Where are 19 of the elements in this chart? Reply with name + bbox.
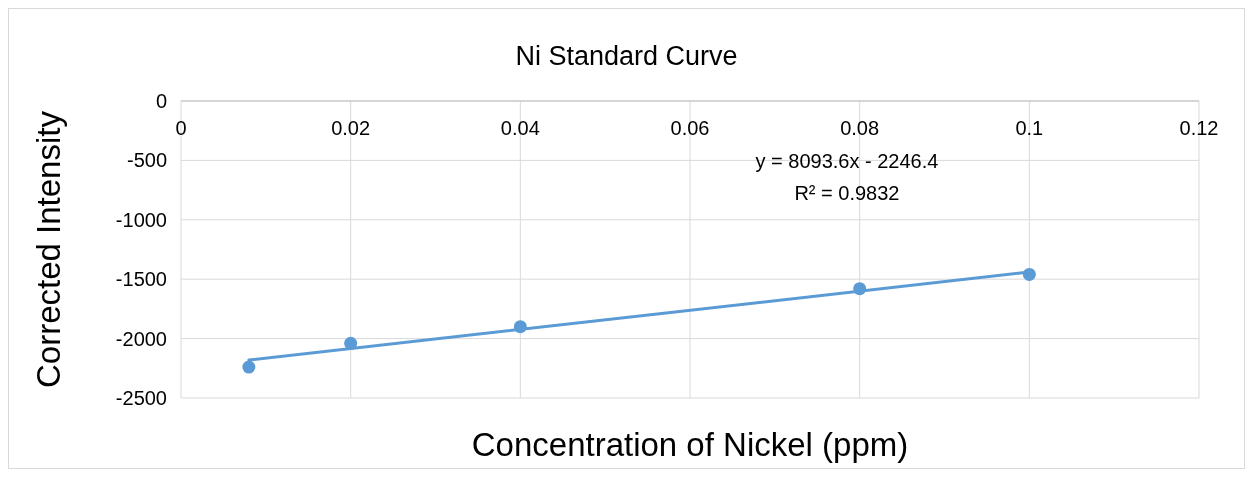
x-tick-label: 0.06 (670, 117, 710, 139)
y-tick-label: -500 (126, 149, 167, 172)
x-tick-label: 0.1 (1015, 117, 1044, 139)
chart-title: Ni Standard Curve (515, 41, 738, 71)
point (242, 360, 256, 374)
x-tick-label: 0.08 (840, 117, 880, 139)
annotation: y = 8093.6x - 2246.4 (755, 149, 939, 172)
y-tick-label: 0 (155, 90, 167, 112)
x-tick-label: 0.12 (1179, 117, 1219, 139)
annotation: R² = 0.9832 (794, 181, 900, 204)
y-tick-label: -1000 (115, 208, 167, 231)
y-tick-label: -1500 (115, 268, 167, 291)
x-tick-label: 0 (175, 117, 187, 139)
y-tick-label: -2500 (115, 387, 167, 409)
y-tick-label: -2000 (115, 327, 167, 350)
x-tick-label: 0.02 (331, 117, 371, 139)
x-tick-label: 0.04 (500, 117, 540, 139)
y-axis-title: Corrected Intensity (30, 110, 67, 388)
x-axis-title: Concentration of Nickel (ppm) (471, 426, 909, 463)
